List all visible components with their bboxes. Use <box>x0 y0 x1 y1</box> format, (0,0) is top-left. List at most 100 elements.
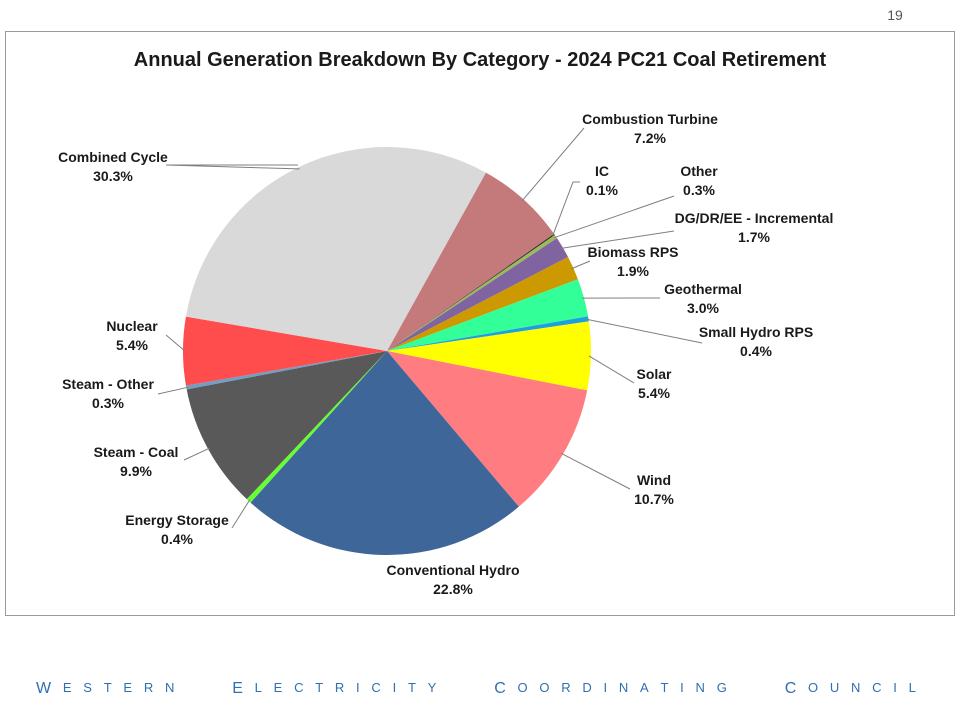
footer-letter: R <box>561 680 571 695</box>
footer-letter: N <box>164 680 175 695</box>
slice-combined-cycle <box>185 147 486 351</box>
footer-letter: C <box>494 680 506 697</box>
slice-name-steam-coal: Steam - Coal <box>94 444 179 460</box>
footer-letter: G <box>716 680 727 695</box>
leader-line-other <box>554 195 675 239</box>
slice-value-dg-dr-ee-incremental: 1.7% <box>738 229 770 245</box>
footer-gap <box>448 680 452 698</box>
footer-letter: D <box>582 680 592 695</box>
leader-lines <box>157 127 703 529</box>
slice-name-combined-cycle: Combined Cycle <box>58 149 168 165</box>
footer-gap <box>201 680 205 698</box>
slice-small-hydro-rps <box>387 316 589 351</box>
footer-letter: E <box>232 680 243 697</box>
footer-letter: I <box>356 680 360 695</box>
footer-gap <box>479 680 483 698</box>
footer-letter: O <box>517 680 528 695</box>
leader-line-combined-cycle <box>165 164 300 170</box>
slice-value-steam-other: 0.3% <box>92 395 124 411</box>
slice-value-small-hydro-rps: 0.4% <box>740 343 772 359</box>
footer-letter: C <box>872 680 882 695</box>
slice-value-biomass-rps: 1.9% <box>617 263 649 279</box>
leader-line-solar <box>588 355 635 384</box>
leader-line-wind <box>560 452 631 490</box>
slice-value-combustion-turbine: 7.2% <box>634 130 666 146</box>
slice-other <box>387 234 557 351</box>
slice-labels: Combustion Turbine 7.2% IC 0.1% Other 0.3% DG/… <box>58 111 833 597</box>
slice-value-ic: 0.1% <box>586 182 618 198</box>
slice-geothermal <box>387 279 589 351</box>
footer-letter: T <box>103 680 112 695</box>
footer-letter: A <box>640 680 649 695</box>
leader-line-energy-storage <box>231 499 251 529</box>
slice-name-conventional-hydro: Conventional Hydro <box>386 562 519 578</box>
footer-gap <box>754 680 758 698</box>
chart-frame: Annual Generation Breakdown By Category … <box>5 31 955 616</box>
slice-steam-coal <box>186 351 387 500</box>
slice-value-geothermal: 3.0% <box>687 300 719 316</box>
page-number: 19 <box>887 7 903 23</box>
footer-letter: C <box>294 680 304 695</box>
leader-line-biomass-rps <box>571 260 591 270</box>
footer-letter: I <box>893 680 897 695</box>
slice-name-energy-storage: Energy Storage <box>125 512 229 528</box>
leader-line-steam-other <box>157 386 189 395</box>
footer-letter: N <box>851 680 861 695</box>
chart-title: Annual Generation Breakdown By Category … <box>134 49 827 71</box>
footer-letter: N <box>695 680 705 695</box>
footer-letter: T <box>660 680 669 695</box>
footer-letter: W <box>36 680 52 697</box>
slice-biomass-rps <box>387 256 578 351</box>
slice-value-nuclear: 5.4% <box>116 337 148 353</box>
slice-name-dg-dr-ee-incremental: DG/DR/EE - Incremental <box>675 210 834 226</box>
footer-letter: Y <box>427 680 437 695</box>
slice-name-small-hydro-rps: Small Hydro RPS <box>699 324 813 340</box>
slice-steam-other <box>185 351 387 390</box>
slice-name-steam-other: Steam - Other <box>62 376 154 392</box>
leader-line-small-hydro-rps <box>586 318 703 344</box>
footer-letter: S <box>83 680 92 695</box>
footer-gap <box>739 680 743 698</box>
pie-slices <box>182 147 591 555</box>
footer-letter: I <box>680 680 684 695</box>
slice-wind <box>387 351 588 507</box>
footer-gap <box>769 680 773 698</box>
footer-letter: C <box>784 680 797 697</box>
leader-line-dg-dr-ee-incremental <box>560 230 675 249</box>
slice-value-combined-cycle: 30.3% <box>93 168 133 184</box>
slice-value-solar: 5.4% <box>638 385 670 401</box>
footer-gap <box>217 680 221 698</box>
footer-letter: E <box>273 680 283 695</box>
slice-name-solar: Solar <box>636 366 672 382</box>
slice-name-ic: IC <box>595 163 609 179</box>
footer-letter: L <box>908 680 916 695</box>
footer-letter: O <box>539 680 550 695</box>
footer-gap <box>463 680 467 698</box>
footer-letter: O <box>808 680 819 695</box>
slice-value-wind: 10.7% <box>634 491 674 507</box>
leader-line-combustion-turbine <box>521 127 585 202</box>
footer-letter: N <box>618 680 629 695</box>
footer-letter: T <box>407 680 416 695</box>
footer-letter: E <box>123 680 133 695</box>
footer-letter: R <box>334 680 345 695</box>
slice-value-other: 0.3% <box>683 182 715 198</box>
slice-value-energy-storage: 0.4% <box>161 531 193 547</box>
slice-energy-storage <box>246 351 387 503</box>
pie-chart: Annual Generation Breakdown By Category … <box>58 49 833 597</box>
slice-name-nuclear: Nuclear <box>106 318 158 334</box>
footer-letter: L <box>254 680 262 695</box>
slice-solar <box>387 321 591 391</box>
leader-line-steam-coal <box>183 447 211 461</box>
footer-letter: U <box>829 680 840 695</box>
footer-letter: R <box>143 680 154 695</box>
slice-combustion-turbine <box>387 172 555 351</box>
slice-name-geothermal: Geothermal <box>664 281 742 297</box>
slice-ic <box>387 233 555 351</box>
slice-name-other: Other <box>680 163 718 179</box>
slice-value-conventional-hydro: 22.8% <box>433 581 473 597</box>
slice-dg-dr-ee-incremental <box>387 238 569 351</box>
slice-value-steam-coal: 9.9% <box>120 463 152 479</box>
footer-gap <box>186 680 190 698</box>
